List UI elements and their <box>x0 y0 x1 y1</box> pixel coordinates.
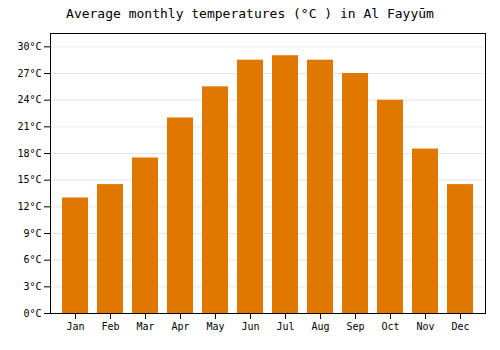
svg-text:Jul: Jul <box>276 321 294 332</box>
svg-text:18°C: 18°C <box>17 148 41 159</box>
svg-text:Sep: Sep <box>346 321 364 332</box>
svg-text:27°C: 27°C <box>17 68 41 79</box>
svg-text:12°C: 12°C <box>17 201 41 212</box>
svg-text:21°C: 21°C <box>17 121 41 132</box>
svg-text:9°C: 9°C <box>23 228 41 239</box>
svg-text:3°C: 3°C <box>23 281 41 292</box>
svg-text:Nov: Nov <box>416 321 434 332</box>
svg-text:Apr: Apr <box>171 321 189 332</box>
svg-text:Dec: Dec <box>451 321 469 332</box>
html-text:Average monthly temperatures (: Average monthly temperatures (°C ) in Al… <box>66 6 434 21</box>
svg-text:Aug: Aug <box>311 321 329 332</box>
svg-text:May: May <box>206 321 224 332</box>
svg-text:30°C: 30°C <box>17 41 41 52</box>
svg-text:Oct: Oct <box>381 321 399 332</box>
svg-text:24°C: 24°C <box>17 94 41 105</box>
svg-text:Mar: Mar <box>136 321 154 332</box>
svg-text:0°C: 0°C <box>23 308 41 319</box>
svg-text:15°C: 15°C <box>17 174 41 185</box>
svg-text:Feb: Feb <box>101 321 119 332</box>
svg-text:6°C: 6°C <box>23 254 41 265</box>
svg-text:Jun: Jun <box>241 321 259 332</box>
svg-text:Jan: Jan <box>66 321 84 332</box>
